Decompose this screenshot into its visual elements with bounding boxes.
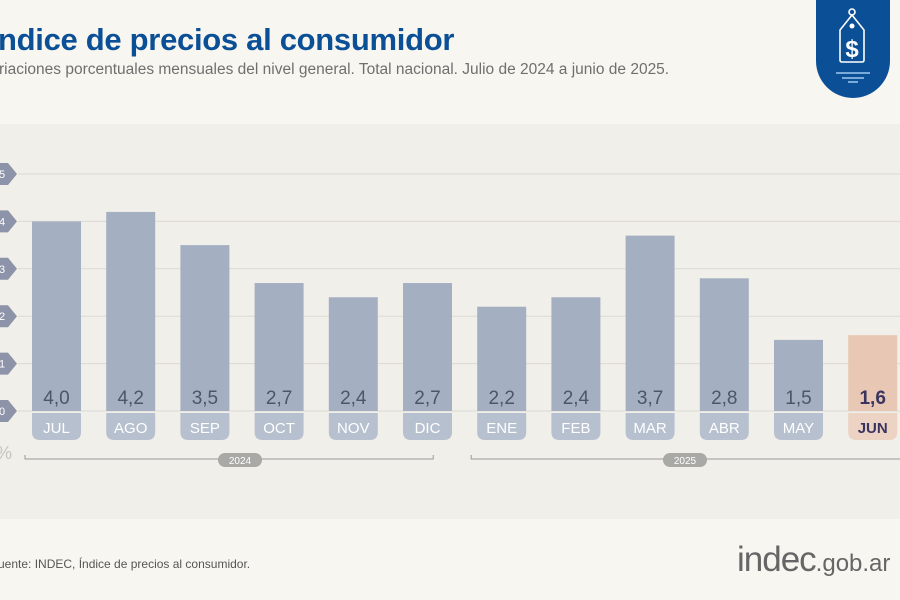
bar-value-label: 2,4: [563, 388, 590, 409]
y-tick-label: 0: [0, 406, 5, 418]
y-tick-badge: [0, 400, 17, 422]
y-tick-label: 5: [0, 169, 5, 181]
bar: [328, 297, 378, 411]
year-bracket: [470, 455, 900, 460]
month-pill: [699, 413, 749, 440]
y-tick-badge: [0, 305, 17, 328]
bar-value-label: 2,7: [266, 388, 292, 409]
y-tick-badge: [0, 163, 17, 185]
month-pill: [403, 413, 452, 440]
bar-value-label: 2,8: [711, 388, 737, 409]
price-tag-dollar-icon: $: [816, 0, 890, 98]
bar: [551, 297, 601, 411]
year-pill: [663, 453, 707, 467]
year-pill: [218, 453, 262, 467]
month-pill: [774, 413, 823, 440]
bar: [699, 278, 749, 411]
month-label: MAR: [633, 420, 667, 437]
y-tick-label: 3: [0, 264, 5, 276]
bar-value-label: 2,2: [488, 388, 514, 409]
svg-text:$: $: [845, 36, 859, 63]
month-label: ABR: [709, 420, 740, 437]
bar: [625, 235, 675, 411]
month-label: JUL: [43, 420, 70, 437]
bar-value-label: 3,5: [192, 388, 218, 409]
month-label: SEP: [190, 420, 220, 437]
indec-logo[interactable]: indec.gob.ar: [737, 540, 890, 580]
month-pill: [848, 413, 898, 440]
month-pill: [328, 413, 378, 440]
month-label: OCT: [263, 420, 295, 437]
bar: [477, 306, 527, 411]
page-subtitle: riaciones porcentuales mensuales del niv…: [0, 61, 670, 78]
month-label: JUN: [858, 420, 888, 437]
year-label: 2024: [229, 456, 252, 467]
bar-value-label: 4,2: [117, 388, 143, 409]
bar: [106, 211, 156, 411]
bar-value-label: 4,0: [43, 388, 69, 409]
month-label: DIC: [415, 420, 441, 437]
bar-value-label: 3,7: [637, 388, 663, 409]
month-label: NOV: [337, 420, 370, 437]
bar-value-label: 2,4: [340, 388, 367, 409]
month-pill: [254, 413, 304, 440]
month-pill: [32, 413, 81, 440]
y-tick-badge: [0, 210, 17, 233]
month-label: AGO: [114, 420, 147, 437]
bar: [848, 335, 898, 411]
y-tick-label: 2: [0, 311, 5, 323]
month-label: ENE: [486, 420, 517, 437]
bar: [403, 283, 452, 411]
bar: [254, 283, 304, 411]
month-pill: [625, 413, 675, 440]
y-tick-label: 1: [0, 359, 5, 371]
bar-value-label: 1,5: [785, 388, 811, 409]
bar: [774, 339, 823, 411]
month-pill: [477, 413, 527, 440]
source-note: uente: INDEC, Índice de precios al consu…: [0, 557, 251, 571]
bar: [180, 245, 230, 411]
logo-main: indec: [737, 540, 817, 579]
year-label: 2025: [674, 456, 697, 467]
month-label: FEB: [561, 420, 590, 437]
month-pill: [106, 413, 156, 440]
page-title: ndice de precios al consumidor: [0, 22, 455, 57]
y-tick-badge: [0, 352, 17, 375]
bar-value-label: 2,7: [414, 388, 440, 409]
bar: [32, 221, 81, 411]
month-pill: [551, 413, 601, 440]
y-unit-label: %: [0, 443, 12, 463]
month-label: MAY: [783, 420, 814, 437]
month-pill: [180, 413, 230, 440]
logo-suffix: .gob.ar: [815, 550, 891, 577]
bar-value-label: 1,6: [859, 388, 885, 409]
y-tick-label: 4: [0, 216, 5, 228]
y-tick-badge: [0, 257, 17, 280]
